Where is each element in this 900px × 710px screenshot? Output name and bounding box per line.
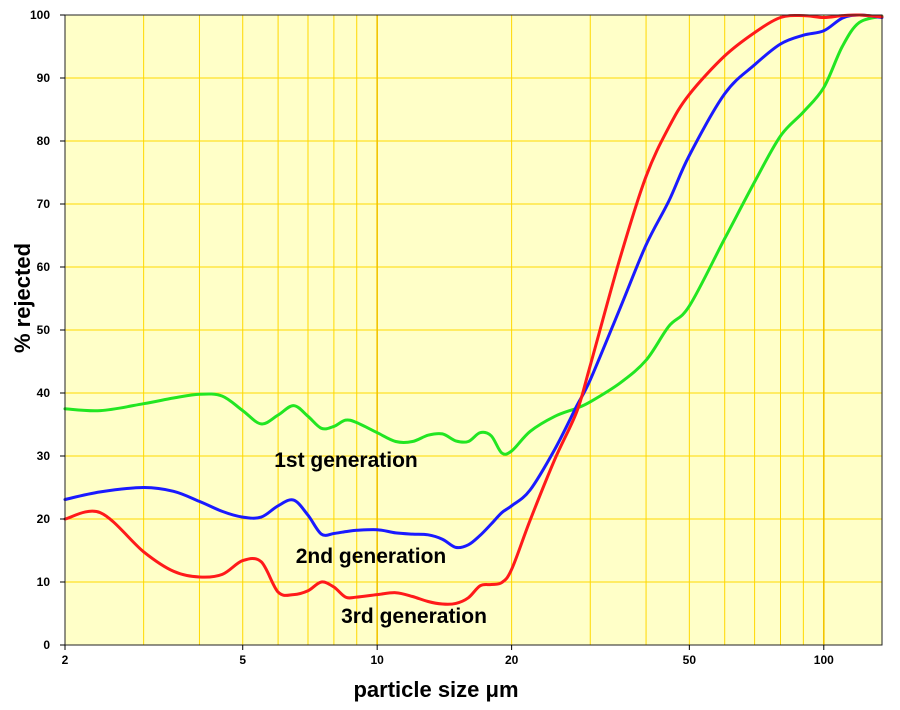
series-labels: 1st generation 2nd generation 3rd generati…	[274, 449, 487, 628]
y-tick-label: 0	[43, 638, 50, 652]
x-tick-label: 50	[683, 653, 697, 667]
x-axis-ticks: 2 5 10 20 50 100	[62, 645, 834, 667]
x-tick-label: 20	[505, 653, 519, 667]
y-tick-label: 20	[37, 512, 51, 526]
series-label: 1st generation	[274, 449, 418, 472]
y-axis-label: % rejected	[10, 243, 35, 353]
y-tick-label: 100	[30, 8, 50, 22]
x-tick-label: 10	[370, 653, 384, 667]
y-tick-label: 30	[37, 449, 51, 463]
x-axis-label: particle size μm	[353, 677, 518, 702]
y-tick-label: 80	[37, 134, 51, 148]
y-tick-label: 70	[37, 197, 51, 211]
x-tick-label: 2	[62, 653, 69, 667]
y-tick-label: 60	[37, 260, 51, 274]
series-label: 3rd generation	[341, 605, 487, 628]
y-tick-label: 10	[37, 575, 51, 589]
series-line	[63, 13, 884, 550]
x-tick-label: 5	[239, 653, 246, 667]
series-label: 2nd generation	[296, 545, 447, 568]
series-line	[63, 13, 884, 606]
y-tick-label: 50	[37, 323, 51, 337]
series-line	[63, 14, 884, 456]
y-tick-label: 40	[37, 386, 51, 400]
y-axis-ticks: 0 10 20 30 40 50 60 70 80 90 100	[30, 8, 65, 652]
y-tick-label: 90	[37, 71, 51, 85]
series-lines	[63, 13, 884, 606]
x-tick-label: 100	[814, 653, 834, 667]
